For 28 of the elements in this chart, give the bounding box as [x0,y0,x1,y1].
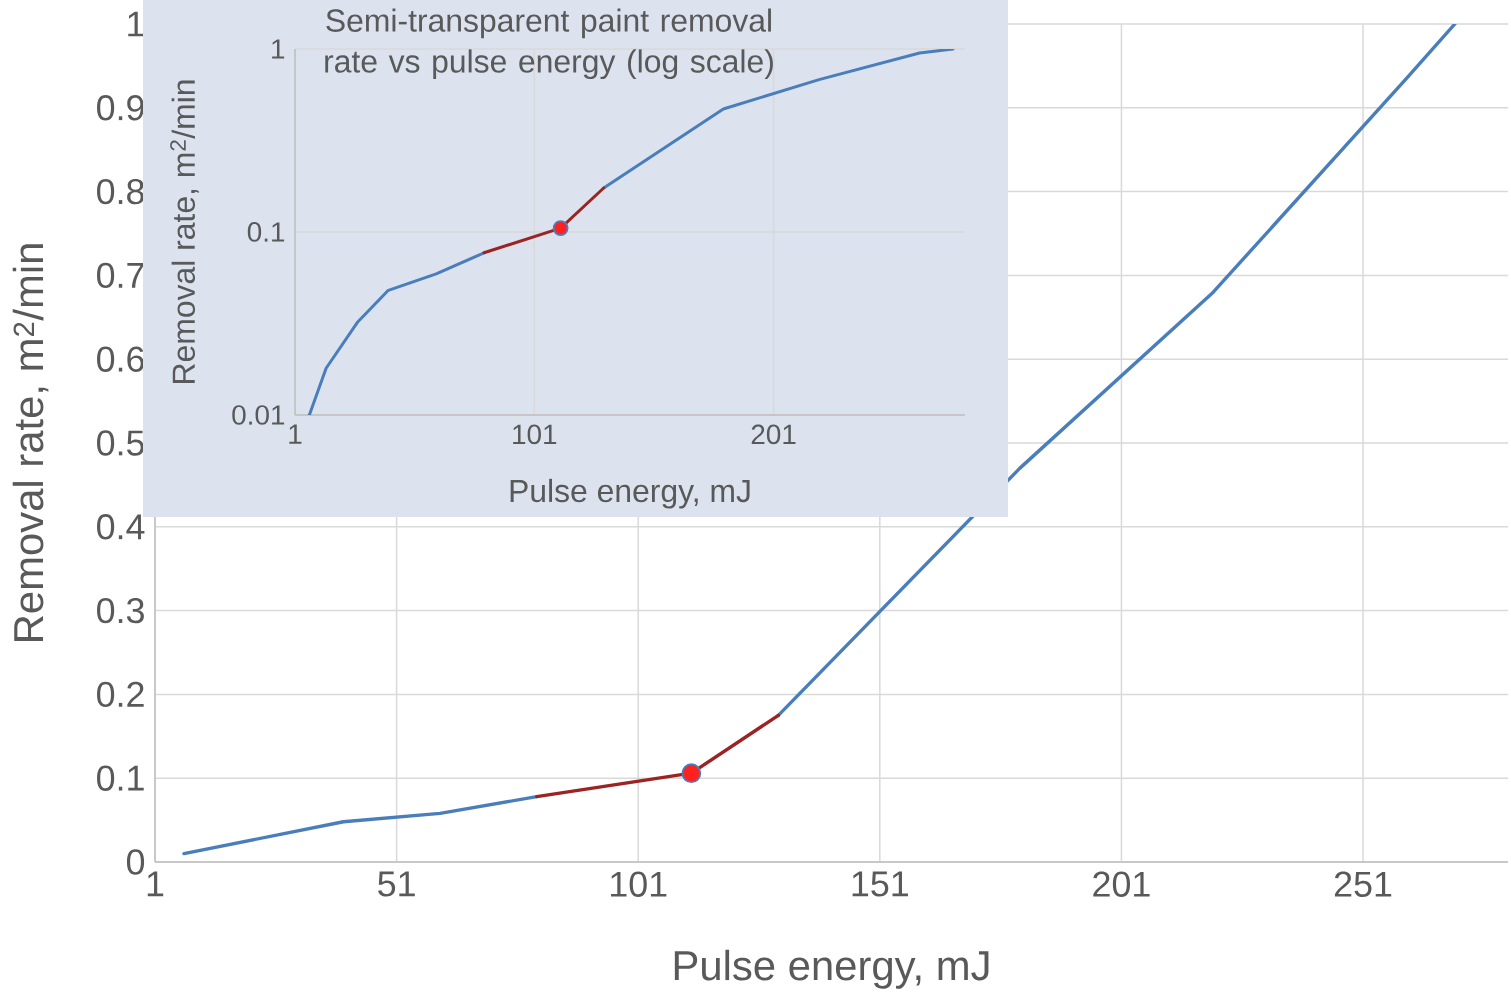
x-tick-label: 201 [1093,871,1150,897]
y-tick-label: 0.3 [97,597,144,624]
y-tick-label: 0.8 [97,178,144,205]
y-tick-label: 0.7 [97,262,144,289]
x-tick-label: 101 [513,424,557,445]
x-tick-label: 1 [147,871,164,897]
y-tick-label: 0.1 [97,765,144,791]
y-tick-label: 0.5 [97,430,144,456]
y-tick-label: 0.6 [97,346,144,372]
y-tick-label: 0.1 [247,222,285,242]
x-axis-title: Pulse energy, mJ [510,478,750,509]
x-axis-title: Pulse energy, mJ [674,949,989,989]
y-tick-label: 0 [126,849,145,875]
y-axis-title: Removal rate, m$^{2}$/min [170,80,199,383]
y-tick-label: 0.01 [232,405,285,425]
x-tick-label: 51 [378,871,415,897]
x-tick-label: 1 [289,424,302,444]
y-tick-label: 0.9 [97,95,144,121]
x-tick-label: 101 [611,871,667,897]
y-tick-label: 0.2 [97,681,144,708]
y-tick-label: 0.4 [97,514,145,540]
x-tick-label: 201 [751,424,796,445]
y-axis-title: Removal rate, m$^{2}$/min [12,244,49,641]
y-tick-label: 1 [272,39,285,59]
x-tick-label: 251 [1334,871,1392,897]
chart-title: Semi-transparent paint removal rate vs pulse energy (log scale) [325,8,773,80]
x-tick-label: 151 [852,871,908,897]
y-tick-label: 1 [128,11,144,37]
